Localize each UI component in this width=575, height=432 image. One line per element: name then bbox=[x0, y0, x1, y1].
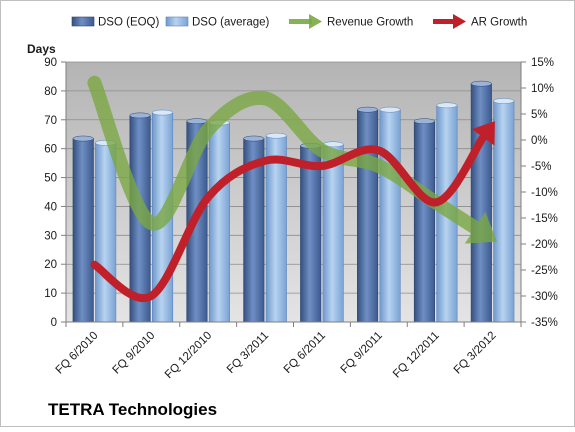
legend-swatch-dso-average bbox=[166, 17, 188, 26]
y-right-tick-label: -30% bbox=[531, 291, 558, 303]
y-left-tick-label: 50 bbox=[44, 173, 57, 185]
chart-title: TETRA Technologies bbox=[48, 400, 217, 419]
y-right-tick-label: -5% bbox=[531, 161, 551, 173]
bar-dso-eoq bbox=[471, 84, 491, 322]
bar-top-dso-eoq bbox=[187, 119, 207, 124]
y-right-tick-label: 5% bbox=[531, 109, 548, 121]
y-right-tick-label: 15% bbox=[531, 57, 554, 69]
bar-dso-eoq bbox=[300, 146, 320, 322]
y-left-tick-label: 20 bbox=[44, 259, 57, 271]
legend-label-revenue-growth: Revenue Growth bbox=[327, 17, 413, 29]
y-right-tick-label: -35% bbox=[531, 317, 558, 329]
y-right-tick-label: 10% bbox=[531, 83, 554, 95]
bar-top-dso-eoq bbox=[471, 81, 491, 86]
bar-top-dso-eoq bbox=[130, 113, 150, 118]
bar-dso-average bbox=[95, 143, 115, 322]
y-left-tick-label: 70 bbox=[44, 115, 57, 127]
y-left-tick-label: 30 bbox=[44, 230, 57, 242]
bar-dso-average bbox=[494, 101, 514, 322]
y-right-tick-label: -10% bbox=[531, 187, 558, 199]
bar-dso-average bbox=[323, 144, 343, 322]
y-right-tick-label: -25% bbox=[531, 265, 558, 277]
y-right-tick-label: -20% bbox=[531, 239, 558, 251]
y-left-tick-label: 80 bbox=[44, 86, 57, 98]
bar-top-dso-eoq bbox=[414, 119, 434, 124]
bar-dso-eoq bbox=[73, 139, 93, 322]
bar-dso-eoq bbox=[414, 121, 434, 322]
y-right-tick-label: -15% bbox=[531, 213, 558, 225]
bar-dso-average bbox=[380, 110, 400, 322]
legend-swatch-dso-eoq bbox=[72, 17, 94, 26]
bar-top-dso-average bbox=[494, 98, 514, 103]
legend-label-dso-eoq: DSO (EOQ) bbox=[98, 17, 160, 29]
y-left-tick-label: 40 bbox=[44, 201, 57, 213]
bar-top-dso-average bbox=[152, 110, 172, 115]
bar-dso-average bbox=[209, 123, 229, 322]
bar-dso-eoq bbox=[357, 110, 377, 322]
bar-top-dso-average bbox=[266, 133, 286, 138]
y-left-tick-label: 0 bbox=[51, 317, 57, 329]
bar-top-dso-eoq bbox=[244, 136, 264, 141]
y-axis-title: Days bbox=[27, 42, 56, 56]
y-left-tick-label: 90 bbox=[44, 57, 57, 69]
legend-label-dso-average: DSO (average) bbox=[192, 17, 270, 29]
bar-top-dso-eoq bbox=[73, 136, 93, 141]
bar-top-dso-average bbox=[437, 103, 457, 108]
legend-label-ar-growth: AR Growth bbox=[471, 17, 527, 29]
bar-top-dso-eoq bbox=[357, 107, 377, 112]
y-left-tick-label: 60 bbox=[44, 144, 57, 156]
bar-top-dso-average bbox=[380, 107, 400, 112]
y-right-tick-label: 0% bbox=[531, 135, 548, 147]
y-left-tick-label: 10 bbox=[44, 288, 57, 300]
